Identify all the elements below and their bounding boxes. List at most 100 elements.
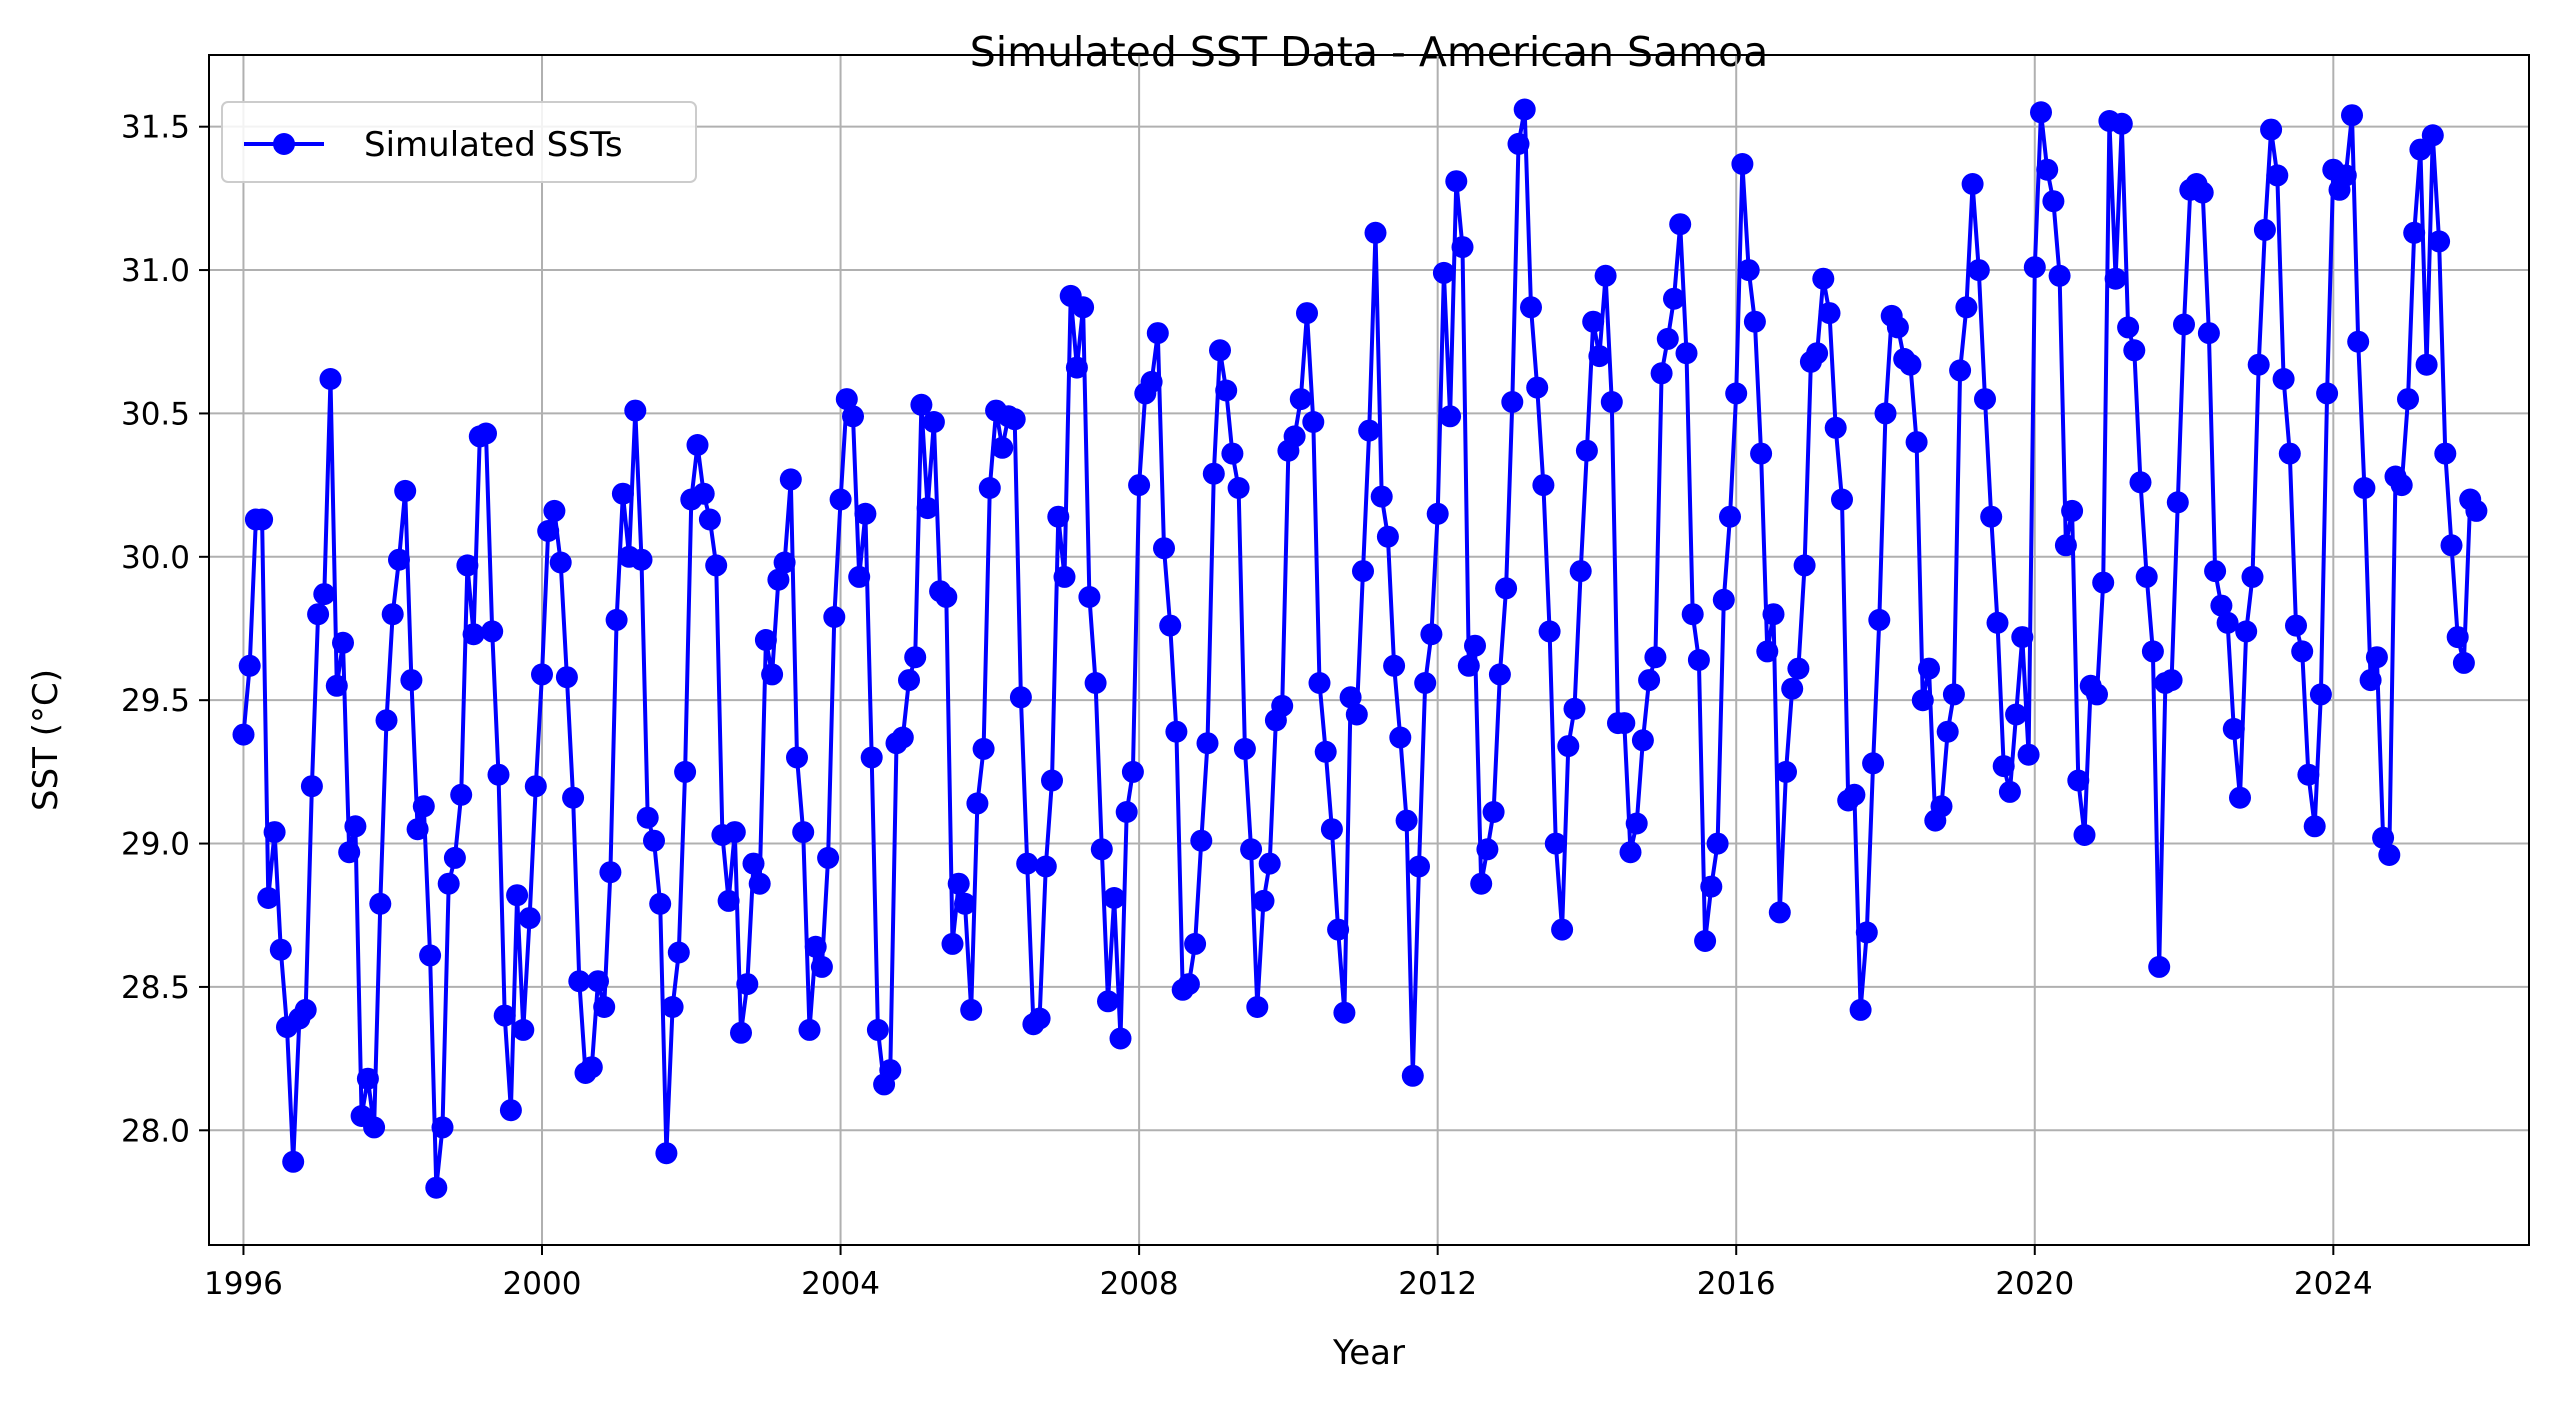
data-point [786, 746, 808, 769]
data-point [860, 746, 883, 769]
data-point [1034, 855, 1057, 878]
data-point [1656, 327, 1679, 350]
data-point [835, 388, 858, 411]
data-point [1563, 697, 1586, 720]
data-point [1526, 376, 1549, 399]
x-tick-label: 2004 [801, 1266, 880, 1302]
y-tick-label: 30.5 [121, 396, 190, 432]
data-point [2253, 218, 2276, 241]
data-point [2073, 824, 2096, 846]
data-point [2316, 382, 2339, 405]
data-point [1930, 795, 1953, 818]
data-point [1793, 554, 1816, 577]
data-point [2247, 353, 2270, 376]
data-point [1594, 264, 1617, 287]
data-point [2278, 442, 2301, 465]
data-point [730, 1021, 752, 1044]
data-point [692, 482, 715, 505]
y-tick-label: 30.0 [121, 540, 190, 576]
data-point [1370, 485, 1393, 508]
data-point [2365, 646, 2388, 669]
data-point [1426, 502, 1449, 525]
data-point [456, 554, 479, 577]
data-point [1283, 425, 1306, 448]
data-point [363, 1116, 386, 1139]
data-point [1644, 646, 1667, 669]
data-point [1414, 672, 1437, 694]
data-point [2191, 181, 2214, 204]
data-point [1831, 488, 1853, 511]
data-point [1383, 654, 1406, 677]
data-point [1781, 677, 1804, 700]
data-point [1053, 565, 1076, 588]
data-point [462, 623, 485, 646]
data-point [1289, 388, 1312, 411]
data-point [1041, 769, 1063, 792]
data-point [506, 884, 529, 907]
data-point [742, 852, 765, 875]
data-point [1345, 703, 1368, 726]
data-point [1047, 505, 1070, 528]
data-point [1812, 267, 1835, 290]
data-point [2452, 651, 2475, 674]
data-point [1457, 654, 1480, 677]
data-point [1476, 838, 1499, 861]
data-point [1582, 310, 1605, 333]
data-point [282, 1150, 305, 1173]
data-point [667, 941, 690, 964]
data-point [2403, 221, 2426, 244]
data-point [381, 603, 404, 626]
data-point [848, 565, 871, 588]
data-point [1358, 419, 1381, 442]
data-point [1302, 411, 1325, 433]
data-point [1115, 801, 1138, 823]
data-point [1501, 391, 1524, 413]
data-point [2216, 611, 2239, 634]
data-point [1986, 611, 2009, 634]
data-point [611, 482, 634, 505]
data-point [2303, 815, 2326, 838]
y-tick-label: 29.5 [121, 683, 190, 719]
data-point [2173, 313, 2195, 336]
data-point [587, 970, 609, 993]
data-point [412, 795, 435, 818]
data-point [1650, 362, 1673, 385]
data-point [2036, 158, 2059, 181]
data-point [1196, 732, 1219, 755]
data-point [251, 508, 274, 531]
data-point [1849, 998, 1872, 1021]
data-point [798, 1018, 821, 1041]
data-point [599, 861, 622, 884]
data-point [1439, 405, 1462, 428]
data-point [319, 368, 342, 390]
data-point [2054, 534, 2077, 557]
data-point [263, 821, 286, 844]
data-point [1445, 170, 1468, 193]
data-point [1862, 752, 1885, 775]
data-point [400, 669, 423, 692]
data-point [300, 775, 323, 798]
data-point [1905, 431, 1928, 454]
data-point [779, 468, 802, 491]
data-point [1507, 132, 1530, 155]
data-point [991, 436, 1014, 459]
data-point [723, 821, 746, 844]
data-point [2334, 164, 2357, 187]
data-point [1177, 973, 1200, 996]
data-point [2415, 353, 2438, 376]
data-point [1762, 603, 1785, 626]
data-point [649, 892, 672, 915]
data-point [1625, 812, 1648, 835]
data-point [1787, 657, 1810, 680]
data-point [2042, 190, 2065, 213]
legend-marker-sample [273, 133, 295, 155]
data-point [1333, 1001, 1356, 1024]
data-point [1557, 735, 1580, 758]
data-point [1918, 657, 1940, 680]
data-point [904, 646, 927, 669]
data-point [2204, 560, 2227, 583]
data-point [1998, 780, 2021, 803]
data-point [2421, 124, 2444, 147]
data-point [2110, 112, 2133, 135]
data-point [2067, 769, 2090, 792]
